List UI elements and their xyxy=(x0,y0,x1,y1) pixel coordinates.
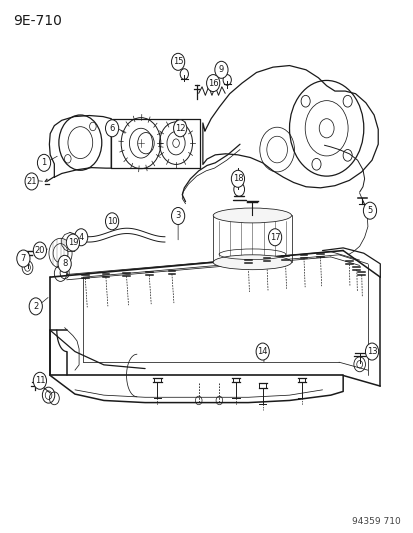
Text: 7: 7 xyxy=(21,254,26,263)
Ellipse shape xyxy=(213,208,291,223)
Circle shape xyxy=(173,120,186,137)
Circle shape xyxy=(37,155,50,171)
Circle shape xyxy=(58,255,71,272)
Circle shape xyxy=(33,372,46,389)
Circle shape xyxy=(33,242,46,259)
Text: 6: 6 xyxy=(109,124,114,133)
Circle shape xyxy=(231,170,244,187)
Circle shape xyxy=(206,75,219,92)
Circle shape xyxy=(214,61,228,78)
Text: 10: 10 xyxy=(107,217,117,226)
Text: 20: 20 xyxy=(35,246,45,255)
Text: 94359 710: 94359 710 xyxy=(351,517,400,526)
Text: 8: 8 xyxy=(62,260,67,268)
Text: 2: 2 xyxy=(33,302,38,311)
Circle shape xyxy=(17,250,30,267)
Text: 16: 16 xyxy=(207,78,218,87)
Circle shape xyxy=(363,202,376,219)
Circle shape xyxy=(29,298,42,315)
Text: 3: 3 xyxy=(175,212,180,221)
Circle shape xyxy=(171,53,184,70)
Text: 14: 14 xyxy=(257,347,267,356)
Circle shape xyxy=(105,120,119,137)
Text: 12: 12 xyxy=(175,124,185,133)
Circle shape xyxy=(25,173,38,190)
Circle shape xyxy=(66,234,79,251)
Text: 4: 4 xyxy=(78,233,83,242)
Text: 9: 9 xyxy=(218,66,223,74)
Circle shape xyxy=(268,229,281,246)
Text: 13: 13 xyxy=(366,347,376,356)
Circle shape xyxy=(256,343,268,360)
Text: 17: 17 xyxy=(269,233,280,242)
Text: 9E-710: 9E-710 xyxy=(13,14,62,28)
Text: 11: 11 xyxy=(35,376,45,385)
Text: 15: 15 xyxy=(173,58,183,66)
Circle shape xyxy=(74,229,88,246)
Circle shape xyxy=(171,207,184,224)
Text: 5: 5 xyxy=(366,206,372,215)
Ellipse shape xyxy=(213,255,291,270)
Text: 1: 1 xyxy=(41,158,47,167)
Text: 18: 18 xyxy=(232,174,243,183)
Text: 21: 21 xyxy=(26,177,37,186)
Circle shape xyxy=(365,343,378,360)
Text: 19: 19 xyxy=(67,238,78,247)
Circle shape xyxy=(105,213,119,230)
